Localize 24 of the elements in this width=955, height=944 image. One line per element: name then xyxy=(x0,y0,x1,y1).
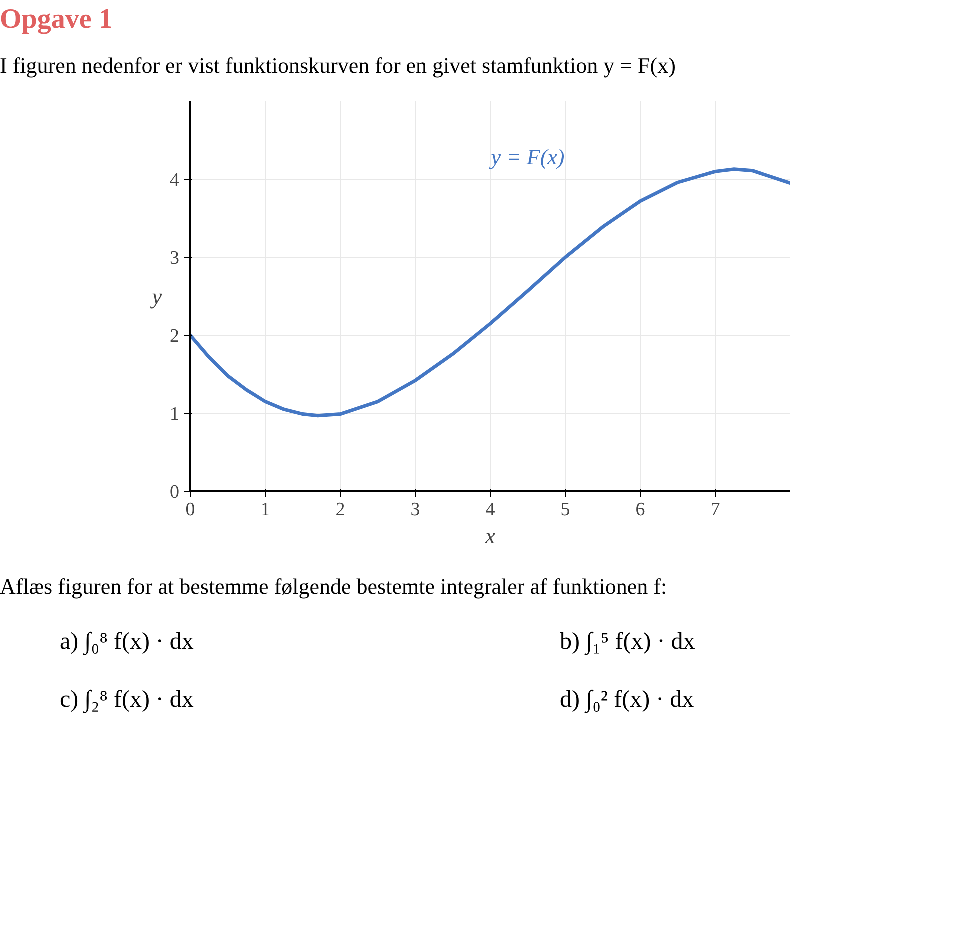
chart-title: Opgave 1 xyxy=(0,3,113,37)
x-tick-label: 1 xyxy=(260,500,270,521)
x-tick-label: 7 xyxy=(710,500,720,521)
x-tick-label: 4 xyxy=(486,500,496,521)
text: c) ∫₂⁸ f(x) · dx xyxy=(60,686,194,716)
chart-subtitle: I figuren nedenfor er vist funktionskurven for en givet stamfunktion y = F(x) xyxy=(0,52,676,80)
text: d) ∫₀² f(x) · dx xyxy=(560,686,694,716)
text: Aflæs figuren for at bestemme følgende bestemte integraler af funktionen f: xyxy=(0,573,668,602)
x-tick-label: 5 xyxy=(560,500,570,521)
x-axis-title: x xyxy=(484,524,496,549)
y-tick-label: 0 xyxy=(170,482,180,504)
x-tick-label: 6 xyxy=(636,500,646,521)
y-axis-title: y xyxy=(150,284,162,310)
y-tick-label: 1 xyxy=(170,404,180,426)
y-tick-label: 3 xyxy=(170,248,180,270)
text: a) ∫₀⁸ f(x) · dx xyxy=(60,628,194,658)
y-tick-label: 2 xyxy=(170,326,180,348)
x-tick-label: 3 xyxy=(410,500,420,521)
x-tick-label: 2 xyxy=(336,500,346,521)
line-series xyxy=(190,168,790,418)
text: b) ∫₁⁵ f(x) · dx xyxy=(560,628,696,658)
x-tick-label: 0 xyxy=(186,500,196,521)
text: y = F(x) xyxy=(489,144,565,170)
y-tick-label: 4 xyxy=(170,170,180,192)
